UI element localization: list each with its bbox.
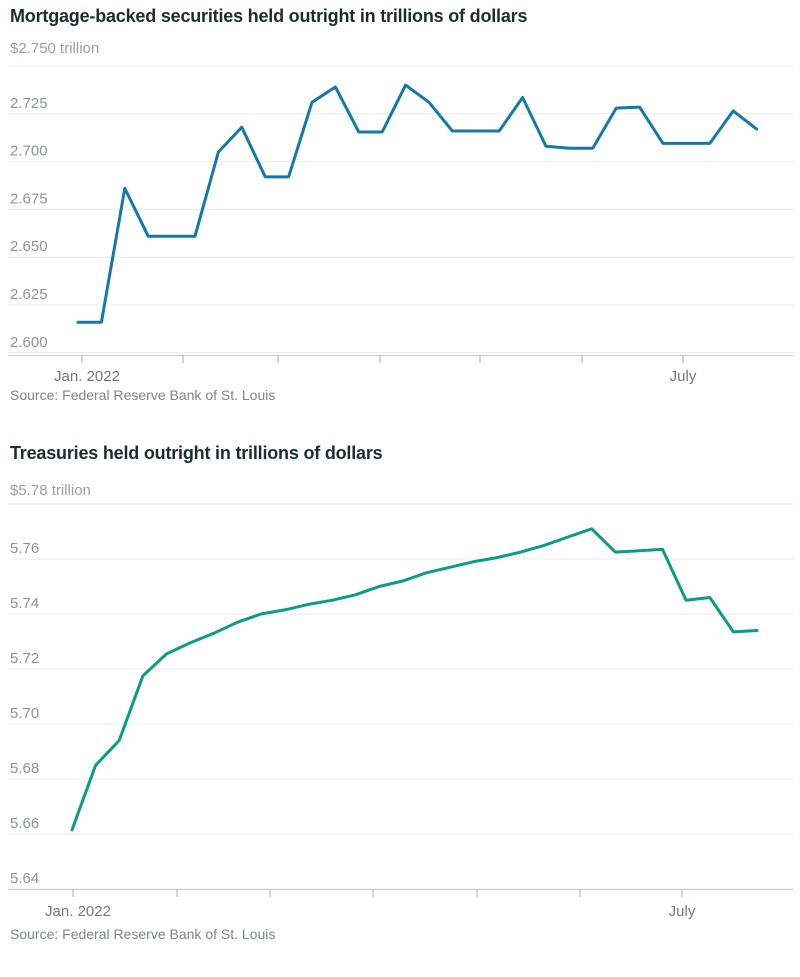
y-axis-label: 2.650 xyxy=(10,238,48,255)
mbs-source-note: Source: Federal Reserve Bank of St. Loui… xyxy=(10,387,276,403)
y-axis-label: 5.76 xyxy=(10,540,39,557)
treasuries-chart-title: Treasuries held outright in trillions of… xyxy=(10,443,383,463)
mbs-chart-title: Mortgage-backed securities held outright… xyxy=(10,6,528,26)
y-axis-label: 2.700 xyxy=(10,143,48,160)
x-axis-label-last: July xyxy=(669,903,696,920)
y-axis-label: 5.68 xyxy=(10,760,39,777)
mbs-data-line xyxy=(76,83,759,324)
y-axis-label: 2.600 xyxy=(10,334,48,351)
mbs-chart: 2.725 2.700 2.675 2.650 2.625 2.600 Jan. 2022 J… xyxy=(0,0,800,420)
y-axis-label: 5.66 xyxy=(10,815,39,832)
x-axis-label-first: Jan. 2022 xyxy=(45,903,111,920)
y-axis-label: 5.64 xyxy=(10,870,39,887)
treasuries-plot-area: 5.76 5.74 5.72 5.70 5.68 5.66 5.64 Jan. 2022 Jul… xyxy=(8,503,793,920)
y-axis-label: 5.70 xyxy=(10,705,39,722)
y-axis-label: 5.74 xyxy=(10,595,39,612)
y-axis-label: 2.675 xyxy=(10,190,48,207)
x-axis-label-last: July xyxy=(670,368,697,385)
x-axis-label-first: Jan. 2022 xyxy=(54,368,120,385)
treasuries-source-note: Source: Federal Reserve Bank of St. Loui… xyxy=(10,926,276,942)
y-axis-label: 2.625 xyxy=(10,286,48,303)
treasuries-top-axis-label: $5.78 trillion xyxy=(10,482,91,499)
treasuries-chart: 5.76 5.74 5.72 5.70 5.68 5.66 5.64 Jan. 2022 Jul… xyxy=(0,420,800,977)
treasuries-data-line xyxy=(70,527,759,832)
y-axis-label: 5.72 xyxy=(10,650,39,667)
mbs-top-axis-label: $2.750 trillion xyxy=(10,40,100,57)
y-axis-label: 2.725 xyxy=(10,95,48,112)
mbs-plot-area: 2.725 2.700 2.675 2.650 2.625 2.600 Jan. 2022 J… xyxy=(8,65,793,385)
